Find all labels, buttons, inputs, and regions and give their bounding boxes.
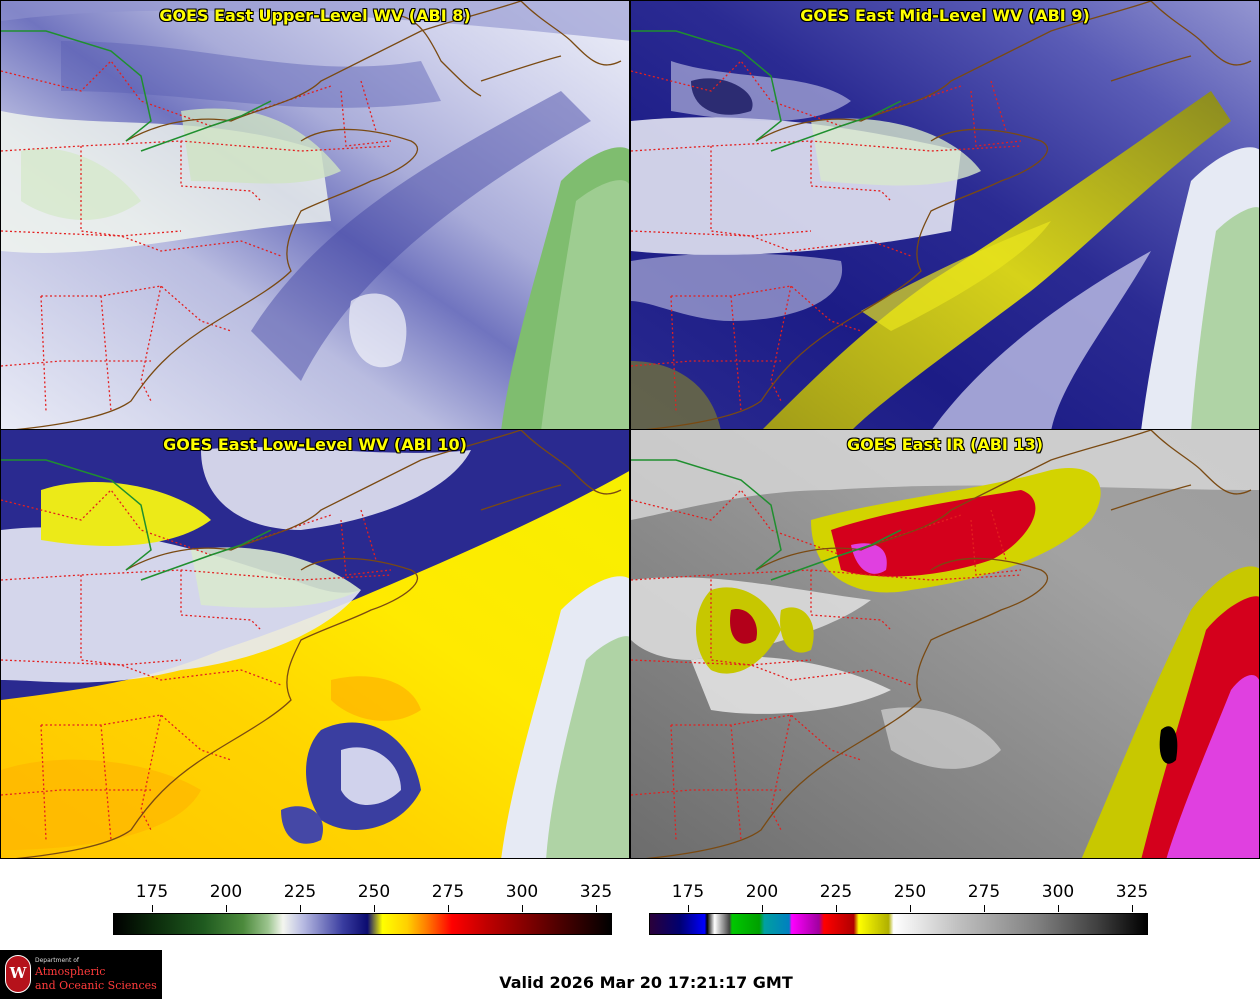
ir-image (631, 430, 1259, 858)
wv-tick-label: 325 (579, 882, 613, 902)
panel-title: GOES East Low-Level WV (ABI 10) (163, 435, 467, 454)
ir-tick-label: 225 (819, 882, 853, 902)
ir-tick-label: 250 (893, 882, 927, 902)
panel-title: GOES East Upper-Level WV (ABI 8) (159, 6, 471, 25)
panel-mid-level-wv: GOES East Mid-Level WV (ABI 9) (630, 0, 1260, 430)
upper-level-wv-image (1, 1, 629, 429)
ir-tick-label: 175 (671, 882, 705, 902)
ir-tick-label: 275 (967, 882, 1001, 902)
ir-colorbar: 175 200 225 250 275 300 325 (649, 878, 1148, 938)
wv-tick-label: 225 (283, 882, 317, 902)
panel-upper-level-wv: GOES East Upper-Level WV (ABI 8) (0, 0, 630, 430)
aos-logo: W Department of Atmospheric and Oceanic … (0, 950, 162, 999)
panel-low-level-wv: GOES East Low-Level WV (ABI 10) (0, 429, 630, 859)
wv-tick-label: 175 (135, 882, 169, 902)
wv-colorbar-gradient (113, 913, 612, 935)
mid-level-wv-image (631, 1, 1259, 429)
logo-line3: and Oceanic Sciences (35, 979, 157, 992)
ir-colorbar-gradient (649, 913, 1148, 935)
wv-tick-label: 250 (357, 882, 391, 902)
wv-colorbar: 175 200 225 250 275 300 325 (113, 878, 612, 938)
panel-ir: GOES East IR (ABI 13) (630, 429, 1260, 859)
uw-crest-icon: W (5, 955, 31, 993)
logo-line1: Department of (35, 957, 79, 964)
wv-colorbar-ticks: 175 200 225 250 275 300 325 (113, 878, 613, 912)
ir-tick-label: 325 (1115, 882, 1149, 902)
low-level-wv-image (1, 430, 629, 858)
wv-tick-label: 300 (505, 882, 539, 902)
valid-time-label: Valid 2026 Mar 20 17:21:17 GMT (499, 973, 793, 992)
logo-line2: Atmospheric (35, 965, 106, 978)
ir-colorbar-ticks: 175 200 225 250 275 300 325 (649, 878, 1149, 912)
wv-tick-label: 275 (431, 882, 465, 902)
ir-tick-label: 200 (745, 882, 779, 902)
panel-title: GOES East IR (ABI 13) (846, 435, 1044, 454)
wv-tick-label: 200 (209, 882, 243, 902)
panel-title: GOES East Mid-Level WV (ABI 9) (800, 6, 1090, 25)
ir-tick-label: 300 (1041, 882, 1075, 902)
